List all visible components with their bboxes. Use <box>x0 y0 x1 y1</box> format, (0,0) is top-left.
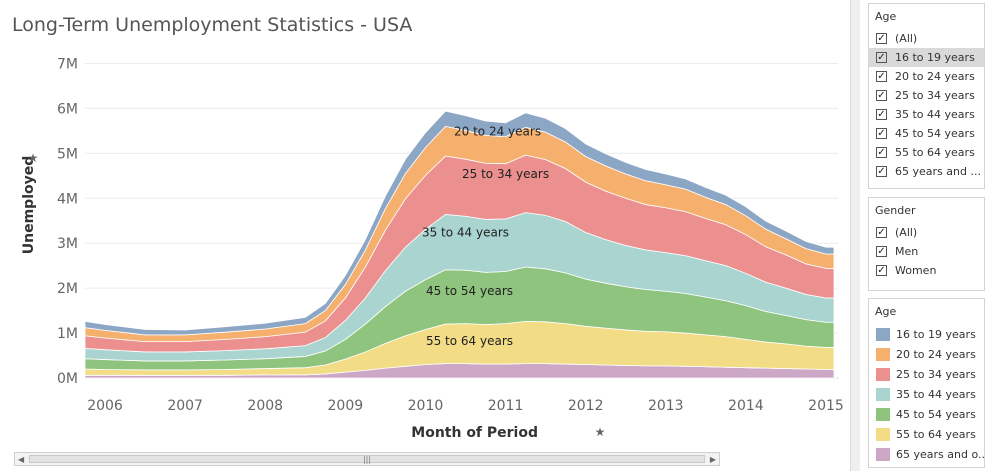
age-filter-option-label: 20 to 24 years <box>895 70 975 83</box>
x-tick-label: 2009 <box>328 398 364 414</box>
gender-filter-option-label: Men <box>895 245 919 258</box>
checkbox-checked-icon[interactable]: ✓ <box>876 33 887 44</box>
y-tick-label: 7M <box>57 56 78 72</box>
age-legend-card: Age 16 to 19 years 20 to 24 years 25 to 34… <box>868 298 985 468</box>
checkbox-checked-icon[interactable]: ✓ <box>876 227 887 238</box>
y-tick-label: 1M <box>57 326 78 342</box>
legend-item[interactable]: 45 to 54 years <box>869 404 984 424</box>
x-tick-label: 2015 <box>808 398 844 414</box>
gender-filter-option-label: (All) <box>895 226 918 239</box>
gender-filter-option[interactable]: ✓ (All) <box>869 223 984 242</box>
y-tick-label: 3M <box>57 236 78 252</box>
gender-filter-card: Gender ✓ (All) ✓ Men ✓ Women <box>868 197 985 291</box>
checkbox-checked-icon[interactable]: ✓ <box>876 109 887 120</box>
scroll-left-icon[interactable]: ◀ <box>18 455 25 464</box>
gender-filter-title: Gender <box>875 204 916 217</box>
age-filter-card: Age ✓ (All) ✓ 16 to 19 years ✓ 20 to 24 years… <box>868 3 985 189</box>
age-filter-option[interactable]: ✓ (All) <box>869 29 984 48</box>
checkbox-checked-icon[interactable]: ✓ <box>876 246 887 257</box>
checkbox-checked-icon[interactable]: ✓ <box>876 166 887 177</box>
age-filter-option-label: 35 to 44 years <box>895 108 975 121</box>
legend-swatch <box>876 367 890 381</box>
x-tick-label: 2013 <box>648 398 684 414</box>
legend-label: 55 to 64 years <box>896 427 976 441</box>
legend-swatch <box>876 407 890 421</box>
age-filter-title: Age <box>875 10 897 23</box>
age-filter-option-label: 65 years and ... <box>895 165 981 178</box>
legend-swatch <box>876 447 890 461</box>
gender-filter-option[interactable]: ✓ Men <box>869 242 984 261</box>
legend-item[interactable]: 16 to 19 years <box>869 324 984 344</box>
legend-swatch <box>876 427 890 441</box>
x-tick-label: 2011 <box>488 398 524 414</box>
legend-item[interactable]: 20 to 24 years <box>869 344 984 364</box>
legend-swatch <box>876 327 890 341</box>
vertical-scrollbar[interactable] <box>850 0 860 471</box>
checkbox-checked-icon[interactable]: ✓ <box>876 265 887 276</box>
x-tick-label: 2008 <box>247 398 283 414</box>
age-filter-option[interactable]: ✓ 55 to 64 years <box>869 143 984 162</box>
legend-swatch <box>876 387 890 401</box>
area-series-16-to-19-years <box>84 110 835 336</box>
age-filter-option[interactable]: ✓ 65 years and ... <box>869 162 984 181</box>
area-annotation: 35 to 44 years <box>422 225 509 239</box>
age-filter-option-label: 16 to 19 years <box>895 51 975 64</box>
y-axis-title-group: Unemployed <box>21 156 37 255</box>
age-filter-option[interactable]: ✓ 35 to 44 years <box>869 105 984 124</box>
scroll-right-icon[interactable]: ▶ <box>709 455 716 464</box>
legend-label: 45 to 54 years <box>896 407 976 421</box>
area-annotation: 55 to 64 years <box>426 334 513 348</box>
age-filter-option-label: 25 to 34 years <box>895 89 975 102</box>
age-filter-option[interactable]: ✓ 20 to 24 years <box>869 67 984 86</box>
age-filter-option-label: 55 to 64 years <box>895 146 975 159</box>
legend-label: 65 years and o... <box>896 447 984 461</box>
legend-item[interactable]: 35 to 44 years <box>869 384 984 404</box>
y-tick-label: 4M <box>57 191 78 207</box>
y-tick-label: 5M <box>57 146 78 162</box>
y-tick-label: 2M <box>57 281 78 297</box>
legend-item[interactable]: 25 to 34 years <box>869 364 984 384</box>
x-tick-label: 2014 <box>728 398 764 414</box>
pin-icon: ★ <box>28 151 39 165</box>
x-tick-label: 2010 <box>408 398 444 414</box>
area-annotation: 25 to 34 years <box>462 167 549 181</box>
legend-item[interactable]: 55 to 64 years <box>869 424 984 444</box>
legend-label: 35 to 44 years <box>896 387 976 401</box>
age-filter-option[interactable]: ✓ 45 to 54 years <box>869 124 984 143</box>
scrollbar-thumb[interactable]: ||| <box>29 455 705 464</box>
x-tick-label: 2006 <box>87 398 123 414</box>
legend-label: 25 to 34 years <box>896 367 976 381</box>
checkbox-checked-icon[interactable]: ✓ <box>876 52 887 63</box>
legend-label: 16 to 19 years <box>896 327 976 341</box>
legend-item[interactable]: 65 years and o... <box>869 444 984 464</box>
gender-filter-option[interactable]: ✓ Women <box>869 261 984 280</box>
x-tick-label: 2012 <box>568 398 604 414</box>
stacked-area-chart: 0M 1M 2M 3M 4M 5M 6M 7M 2006 2007 2008 2009 2010 2011… <box>21 56 844 441</box>
y-axis-title: Unemployed <box>21 156 37 255</box>
page-title: Long-Term Unemployment Statistics - USA <box>12 14 413 36</box>
y-tick-label: 6M <box>57 101 78 117</box>
checkbox-checked-icon[interactable]: ✓ <box>876 90 887 101</box>
area-annotation: 20 to 24 years <box>454 124 541 138</box>
pin-icon: ★ <box>595 425 606 439</box>
x-tick-label: 2007 <box>167 398 203 414</box>
checkbox-checked-icon[interactable]: ✓ <box>876 147 887 158</box>
legend-label: 20 to 24 years <box>896 347 976 361</box>
area-annotation: 45 to 54 years <box>426 284 513 298</box>
legend-swatch <box>876 347 890 361</box>
age-legend-title: Age <box>875 305 897 318</box>
age-filter-option-label: 45 to 54 years <box>895 127 975 140</box>
gender-filter-option-label: Women <box>895 264 937 277</box>
x-axis-title: Month of Period <box>411 425 538 441</box>
y-tick-label: 0M <box>57 371 78 387</box>
checkbox-checked-icon[interactable]: ✓ <box>876 128 887 139</box>
age-filter-option-label: (All) <box>895 32 918 45</box>
age-filter-option[interactable]: ✓ 16 to 19 years <box>869 48 984 67</box>
age-filter-option[interactable]: ✓ 25 to 34 years <box>869 86 984 105</box>
checkbox-checked-icon[interactable]: ✓ <box>876 71 887 82</box>
horizontal-scrollbar[interactable]: ◀ ||| ▶ <box>14 452 720 466</box>
grip-icon: ||| <box>362 455 372 464</box>
